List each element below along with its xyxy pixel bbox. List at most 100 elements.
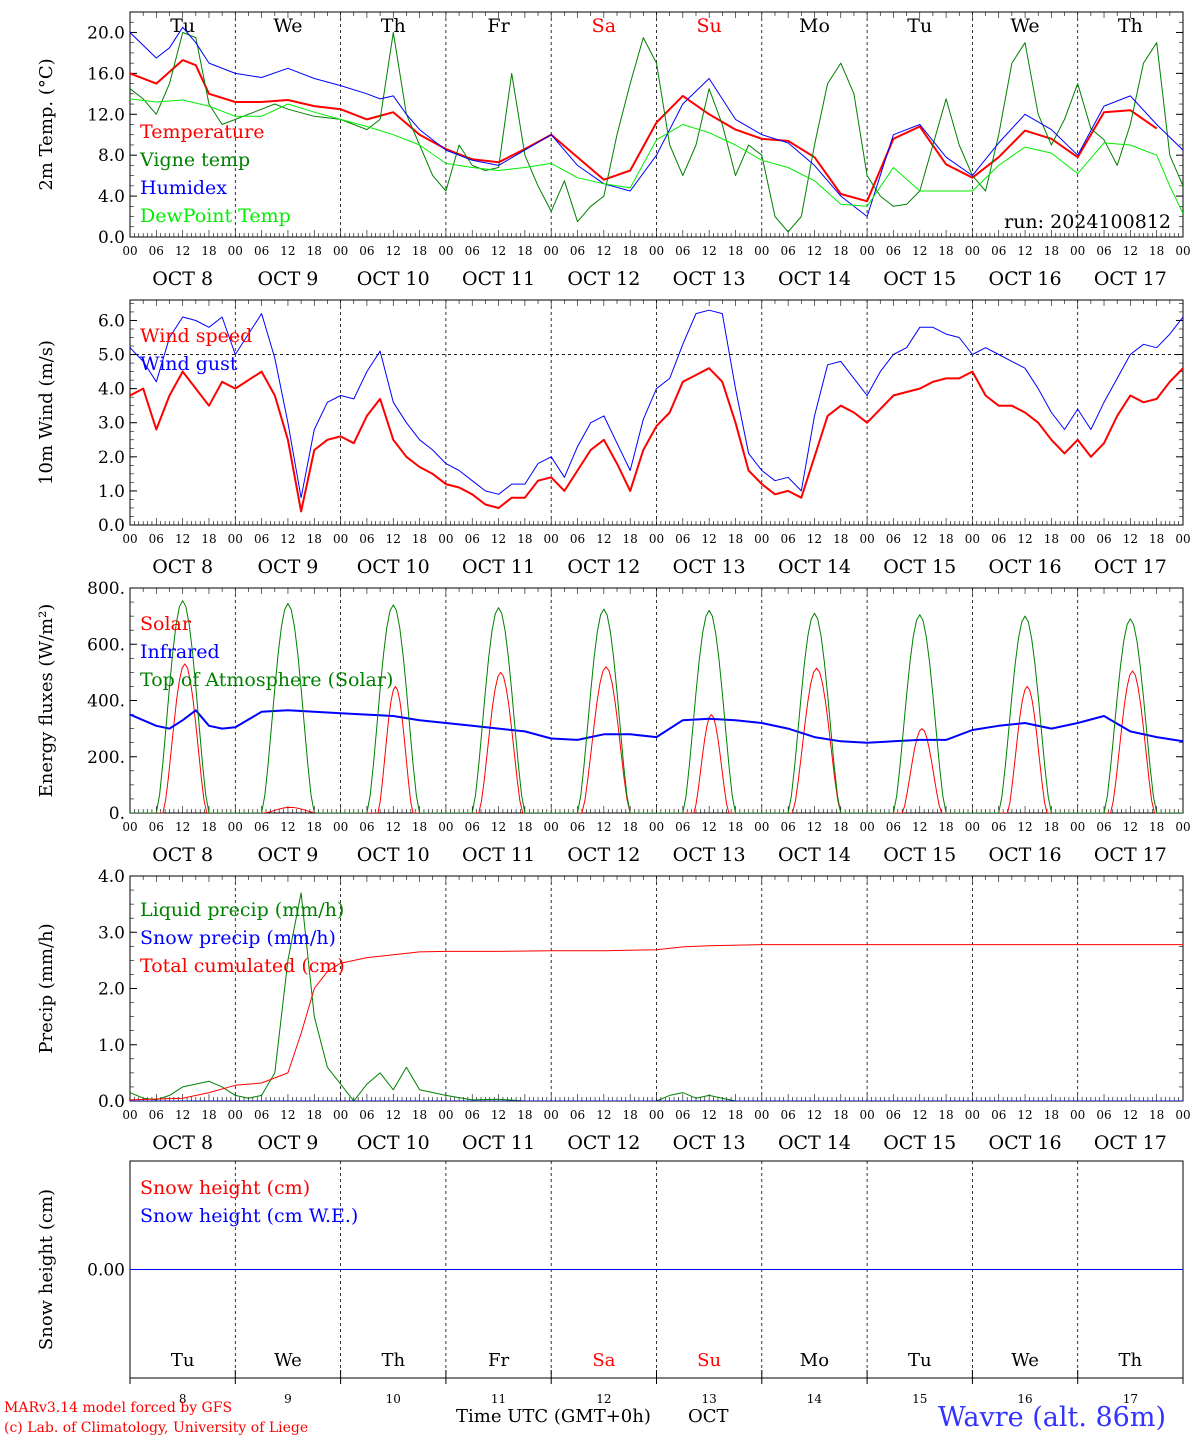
weekday-label: Su xyxy=(697,15,722,37)
hour-tick-label: 06 xyxy=(149,532,164,546)
credit-line-2: (c) Lab. of Climatology, University of L… xyxy=(4,1420,309,1436)
hour-tick-label: 12 xyxy=(386,1108,401,1122)
hour-tick-label: 06 xyxy=(570,532,585,546)
date-number-label: 8 xyxy=(179,1392,187,1406)
date-label: OCT 14 xyxy=(778,268,851,290)
hour-tick-label: 06 xyxy=(465,820,480,834)
hour-tick-label: 18 xyxy=(938,1108,953,1122)
hour-tick-label: 12 xyxy=(1017,532,1032,546)
hour-tick-label: 00 xyxy=(438,532,453,546)
date-label: OCT 17 xyxy=(1094,844,1167,866)
hour-tick-label: 18 xyxy=(938,820,953,834)
hour-tick-label: 18 xyxy=(938,244,953,258)
hour-tick-label: 18 xyxy=(728,244,743,258)
plot-frame xyxy=(129,587,1184,814)
y-tick-label: 16.0 xyxy=(87,64,125,84)
series-temperature xyxy=(130,59,1158,203)
hour-tick-label: 12 xyxy=(1123,820,1138,834)
date-label: OCT 15 xyxy=(883,1132,956,1154)
date-label: OCT 14 xyxy=(778,844,851,866)
hour-tick-label: 06 xyxy=(886,820,901,834)
hour-tick-label: 12 xyxy=(491,820,506,834)
hour-tick-label: 06 xyxy=(570,820,585,834)
hour-tick-label: 06 xyxy=(675,1108,690,1122)
series-group xyxy=(130,600,1183,813)
date-label: OCT 13 xyxy=(673,556,746,578)
hour-tick-label: 12 xyxy=(1123,244,1138,258)
hour-tick-label: 12 xyxy=(1017,244,1032,258)
hour-tick-label: 06 xyxy=(780,1108,795,1122)
date-number-label: 11 xyxy=(491,1392,506,1406)
hour-tick-label: 00 xyxy=(122,820,137,834)
hour-tick-label: 00 xyxy=(1070,820,1085,834)
legend-entry: Snow height (cm W.E.) xyxy=(140,1205,358,1227)
date-number-label: 16 xyxy=(1017,1392,1032,1406)
hour-tick-label: 00 xyxy=(122,244,137,258)
hour-tick-label: 18 xyxy=(201,1108,216,1122)
hour-tick-label: 12 xyxy=(1017,1108,1032,1122)
hour-tick-label: 00 xyxy=(649,820,664,834)
date-label: OCT 8 xyxy=(152,268,213,290)
date-label: OCT 14 xyxy=(778,556,851,578)
weekday-label: Tu xyxy=(908,1350,932,1371)
date-number-label: 9 xyxy=(284,1392,292,1406)
legend-entry: Infrared xyxy=(140,641,220,663)
hour-tick-label: 00 xyxy=(1175,244,1190,258)
hour-tick-label: 00 xyxy=(1070,532,1085,546)
date-label: OCT 16 xyxy=(989,268,1062,290)
hour-tick-label: 06 xyxy=(254,244,269,258)
hour-tick-label: 12 xyxy=(491,244,506,258)
hour-tick-label: 06 xyxy=(675,532,690,546)
date-label: OCT 9 xyxy=(257,844,318,866)
hour-tick-label: 06 xyxy=(1096,532,1111,546)
hour-tick-label: 00 xyxy=(965,820,980,834)
hour-tick-label: 06 xyxy=(991,532,1006,546)
hour-tick-label: 18 xyxy=(938,532,953,546)
hour-tick-label: 00 xyxy=(965,1108,980,1122)
date-label: OCT 12 xyxy=(567,556,640,578)
hour-tick-label: 18 xyxy=(833,1108,848,1122)
x-axis-month: OCT xyxy=(688,1406,729,1427)
series-group xyxy=(130,26,1183,233)
y-tick-label: 0.0 xyxy=(98,228,125,248)
hour-tick-label: 12 xyxy=(702,244,717,258)
y-tick-label: 4.0 xyxy=(98,380,125,400)
date-label: OCT 10 xyxy=(357,268,430,290)
hour-tick-label: 00 xyxy=(1175,532,1190,546)
y-axis-label: Snow height (cm) xyxy=(36,1189,57,1350)
hour-tick-label: 12 xyxy=(912,244,927,258)
hour-tick-label: 00 xyxy=(544,244,559,258)
hour-tick-label: 12 xyxy=(175,532,190,546)
hour-tick-label: 00 xyxy=(649,532,664,546)
date-label: OCT 13 xyxy=(673,844,746,866)
date-label: OCT 17 xyxy=(1094,268,1167,290)
series-dewpoint-temp xyxy=(130,98,1183,214)
hour-tick-label: 00 xyxy=(438,820,453,834)
hour-tick-label: 00 xyxy=(544,532,559,546)
y-tick-label: 3.0 xyxy=(98,414,125,434)
hour-tick-label: 18 xyxy=(728,1108,743,1122)
hour-tick-label: 12 xyxy=(386,532,401,546)
date-label: OCT 15 xyxy=(883,556,956,578)
hour-tick-label: 00 xyxy=(859,532,874,546)
hour-tick-label: 00 xyxy=(859,1108,874,1122)
hour-tick-label: 18 xyxy=(201,532,216,546)
hour-tick-label: 12 xyxy=(596,244,611,258)
hour-tick-label: 00 xyxy=(228,532,243,546)
hour-tick-label: 18 xyxy=(412,244,427,258)
legend-entry: Wind speed xyxy=(140,325,252,347)
weekday-label: Th xyxy=(1119,1350,1143,1371)
hour-tick-label: 18 xyxy=(307,820,322,834)
hour-tick-label: 18 xyxy=(1149,244,1164,258)
weekday-label: Su xyxy=(697,1350,721,1371)
hour-tick-label: 00 xyxy=(228,244,243,258)
hour-tick-label: 18 xyxy=(517,1108,532,1122)
hour-tick-label: 06 xyxy=(1096,1108,1111,1122)
y-axis-label: 10m Wind (m/s) xyxy=(36,340,57,485)
weekday-label: Tu xyxy=(907,15,932,37)
hour-tick-label: 18 xyxy=(517,820,532,834)
date-label: OCT 8 xyxy=(152,844,213,866)
hour-tick-label: 18 xyxy=(623,532,638,546)
hour-tick-label: 06 xyxy=(780,820,795,834)
